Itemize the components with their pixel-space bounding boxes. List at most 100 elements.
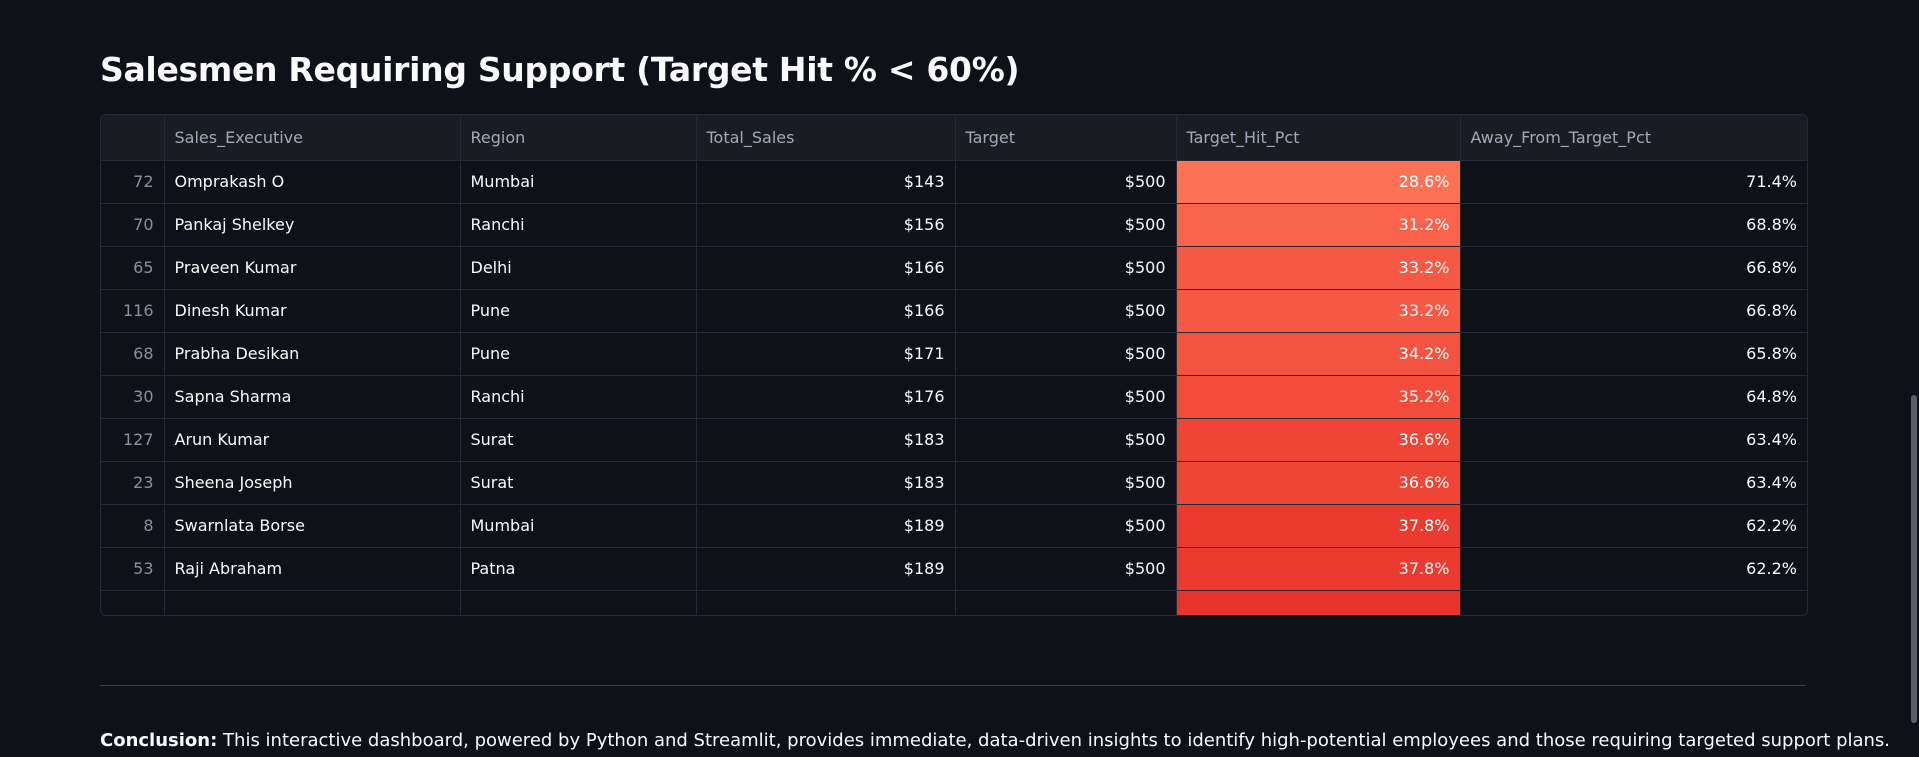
cell-target-hit-pct[interactable] (1176, 590, 1461, 615)
cell-target-hit-pct[interactable]: 31.2% (1176, 203, 1461, 247)
cell-target-hit-pct[interactable]: 33.2% (1176, 246, 1461, 290)
cell-away-from-target-pct[interactable]: 63.4% (1460, 461, 1807, 505)
cell-target-hit-pct[interactable]: 28.6% (1176, 160, 1461, 204)
header-total-sales[interactable]: Total_Sales (696, 115, 956, 161)
cell-region[interactable] (460, 590, 697, 615)
cell-target[interactable]: $500 (955, 289, 1177, 333)
cell-target-hit-pct[interactable]: 36.6% (1176, 461, 1461, 505)
cell-away-from-target-pct[interactable]: 62.2% (1460, 504, 1807, 548)
cell-sales-executive[interactable]: Omprakash O (164, 160, 461, 204)
row-index[interactable]: 70 (101, 203, 165, 247)
table-row[interactable]: 127 Arun Kumar Surat $183 $500 36.6% 63.4% (101, 418, 1807, 462)
cell-sales-executive[interactable]: Raji Abraham (164, 547, 461, 591)
cell-total-sales[interactable]: $143 (696, 160, 956, 204)
cell-region[interactable]: Pune (460, 289, 697, 333)
cell-target[interactable]: $500 (955, 203, 1177, 247)
cell-target[interactable]: $500 (955, 246, 1177, 290)
cell-sales-executive[interactable]: Dinesh Kumar (164, 289, 461, 333)
cell-region[interactable]: Ranchi (460, 203, 697, 247)
cell-away-from-target-pct[interactable]: 66.8% (1460, 246, 1807, 290)
row-index[interactable]: 53 (101, 547, 165, 591)
cell-sales-executive[interactable]: Swarnlata Borse (164, 504, 461, 548)
cell-away-from-target-pct[interactable]: 66.8% (1460, 289, 1807, 333)
row-index[interactable]: 127 (101, 418, 165, 462)
row-index[interactable]: 30 (101, 375, 165, 419)
table-row[interactable]: 53 Raji Abraham Patna $189 $500 37.8% 62.2% (101, 547, 1807, 591)
cell-region[interactable]: Mumbai (460, 504, 697, 548)
table-row[interactable]: 8 Swarnlata Borse Mumbai $189 $500 37.8% 62.2% (101, 504, 1807, 548)
cell-away-from-target-pct[interactable] (1460, 590, 1807, 615)
cell-total-sales[interactable]: $166 (696, 246, 956, 290)
cell-total-sales[interactable]: $183 (696, 418, 956, 462)
cell-total-sales[interactable]: $189 (696, 504, 956, 548)
cell-region[interactable]: Ranchi (460, 375, 697, 419)
row-index[interactable]: 68 (101, 332, 165, 376)
row-index[interactable]: 72 (101, 160, 165, 204)
row-index[interactable]: 23 (101, 461, 165, 505)
table-row[interactable]: 116 Dinesh Kumar Pune $166 $500 33.2% 66.8% (101, 289, 1807, 333)
cell-away-from-target-pct[interactable]: 64.8% (1460, 375, 1807, 419)
cell-away-from-target-pct[interactable]: 62.2% (1460, 547, 1807, 591)
cell-target[interactable]: $500 (955, 375, 1177, 419)
header-away-from-target-pct[interactable]: Away_From_Target_Pct (1460, 115, 1807, 161)
cell-sales-executive[interactable] (164, 590, 461, 615)
table-row[interactable]: 65 Praveen Kumar Delhi $166 $500 33.2% 66.8% (101, 246, 1807, 290)
cell-total-sales[interactable]: $176 (696, 375, 956, 419)
cell-sales-executive[interactable]: Sapna Sharma (164, 375, 461, 419)
table-row[interactable]: 68 Prabha Desikan Pune $171 $500 34.2% 65.8% (101, 332, 1807, 376)
header-region[interactable]: Region (460, 115, 697, 161)
scrollbar-thumb[interactable] (1911, 395, 1917, 723)
cell-region[interactable]: Mumbai (460, 160, 697, 204)
cell-region[interactable]: Surat (460, 461, 697, 505)
table-row[interactable]: 72 Omprakash O Mumbai $143 $500 28.6% 71.4% (101, 160, 1807, 204)
cell-sales-executive[interactable]: Prabha Desikan (164, 332, 461, 376)
cell-target[interactable]: $500 (955, 418, 1177, 462)
cell-total-sales[interactable] (696, 590, 956, 615)
cell-target[interactable]: $500 (955, 461, 1177, 505)
header-target-hit-pct[interactable]: Target_Hit_Pct (1176, 115, 1461, 161)
row-index[interactable] (101, 590, 165, 615)
header-index[interactable] (101, 115, 165, 161)
cell-target-hit-pct[interactable]: 35.2% (1176, 375, 1461, 419)
cell-target[interactable]: $500 (955, 160, 1177, 204)
cell-region[interactable]: Patna (460, 547, 697, 591)
cell-region[interactable]: Pune (460, 332, 697, 376)
section-divider (100, 685, 1806, 686)
cell-total-sales[interactable]: $189 (696, 547, 956, 591)
row-index[interactable]: 8 (101, 504, 165, 548)
cell-sales-executive[interactable]: Arun Kumar (164, 418, 461, 462)
cell-away-from-target-pct[interactable]: 68.8% (1460, 203, 1807, 247)
cell-away-from-target-pct[interactable]: 63.4% (1460, 418, 1807, 462)
cell-target[interactable]: $500 (955, 547, 1177, 591)
row-index[interactable]: 65 (101, 246, 165, 290)
header-sales-executive[interactable]: Sales_Executive (164, 115, 461, 161)
cell-sales-executive[interactable]: Praveen Kumar (164, 246, 461, 290)
cell-region[interactable]: Delhi (460, 246, 697, 290)
cell-total-sales[interactable]: $156 (696, 203, 956, 247)
cell-target-hit-pct[interactable]: 34.2% (1176, 332, 1461, 376)
cell-away-from-target-pct[interactable]: 71.4% (1460, 160, 1807, 204)
cell-total-sales[interactable]: $171 (696, 332, 956, 376)
table-row[interactable]: 70 Pankaj Shelkey Ranchi $156 $500 31.2% 68.8% (101, 203, 1807, 247)
header-target[interactable]: Target (955, 115, 1177, 161)
table-row[interactable]: 23 Sheena Joseph Surat $183 $500 36.6% 63.4% (101, 461, 1807, 505)
cell-target-hit-pct[interactable]: 37.8% (1176, 547, 1461, 591)
support-table[interactable]: Sales_Executive Region Total_Sales Targe… (100, 114, 1808, 616)
cell-region[interactable]: Surat (460, 418, 697, 462)
table-row[interactable]: 30 Sapna Sharma Ranchi $176 $500 35.2% 64.8% (101, 375, 1807, 419)
cell-target-hit-pct[interactable]: 33.2% (1176, 289, 1461, 333)
cell-total-sales[interactable]: $183 (696, 461, 956, 505)
cell-target-hit-pct[interactable]: 36.6% (1176, 418, 1461, 462)
cell-sales-executive[interactable]: Sheena Joseph (164, 461, 461, 505)
cell-away-from-target-pct[interactable]: 65.8% (1460, 332, 1807, 376)
cell-target[interactable] (955, 590, 1177, 615)
page-scrollbar[interactable] (1910, 0, 1919, 757)
cell-total-sales[interactable]: $166 (696, 289, 956, 333)
cell-sales-executive[interactable]: Pankaj Shelkey (164, 203, 461, 247)
cell-target[interactable]: $500 (955, 504, 1177, 548)
row-index[interactable]: 116 (101, 289, 165, 333)
cell-target-hit-pct[interactable]: 37.8% (1176, 504, 1461, 548)
table-row[interactable] (101, 590, 1807, 615)
cell-target[interactable]: $500 (955, 332, 1177, 376)
